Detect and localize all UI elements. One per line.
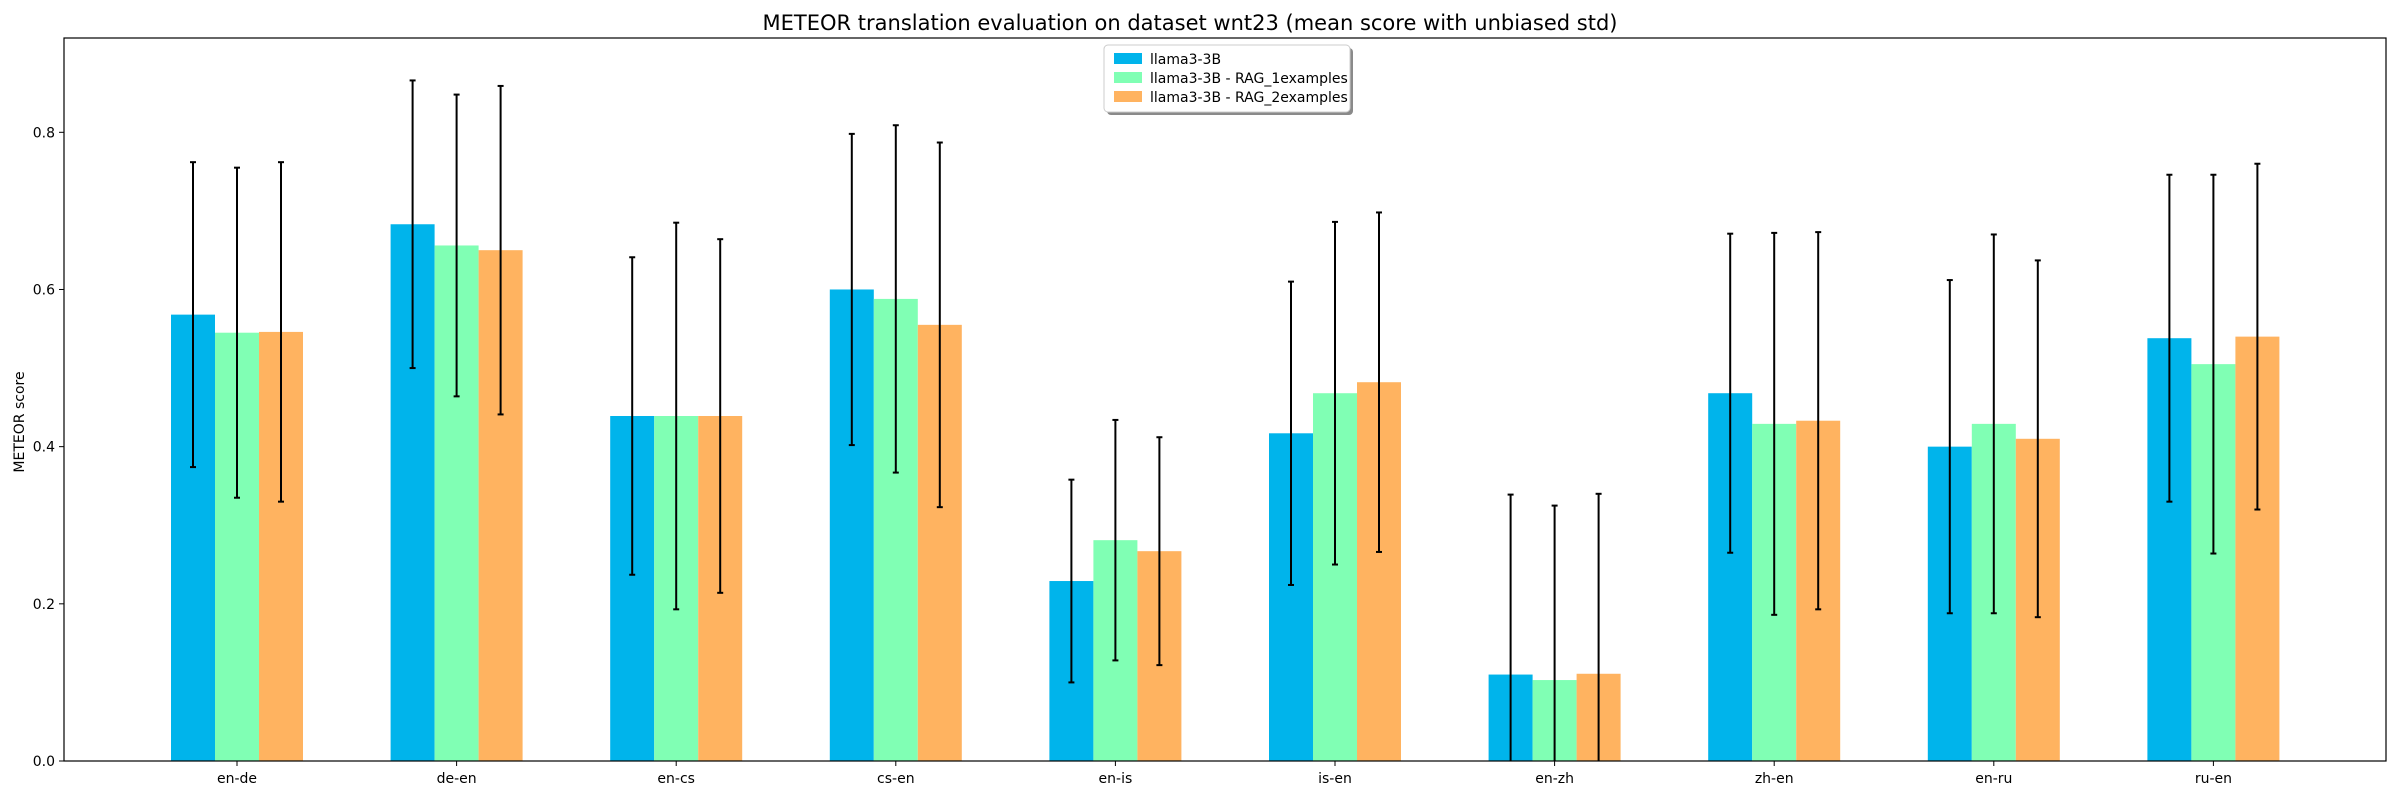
x-tick-label-de-en: de-en: [437, 771, 477, 787]
x-tick-label-ru-en: ru-en: [2195, 771, 2232, 787]
legend-swatch-3: [1114, 91, 1142, 102]
axes-layer: en-de de-en en-cs cs-en en-is is-en en-zh zh-en…: [33, 37, 2387, 787]
y-tick-label-4: 0.8: [33, 125, 55, 141]
x-tick-label-zh-en: zh-en: [1755, 771, 1794, 787]
legend-box: [1103, 44, 1351, 113]
y-tick-label-1: 0.2: [33, 597, 55, 613]
x-tick-label-en-cs: en-cs: [657, 771, 695, 787]
legend: llama3-3B llama3-3B - RAG_1examples llama3…: [1103, 44, 1353, 115]
error-bars-layer: [190, 79, 2261, 761]
legend-label-3: llama3-3B - RAG_2examples: [1150, 90, 1348, 106]
y-tick-label-3: 0.6: [33, 282, 55, 298]
x-tick-label-cs-en: cs-en: [877, 771, 915, 787]
legend-swatch-1: [1114, 53, 1142, 64]
x-tick-label-en-de: en-de: [217, 771, 257, 787]
y-tick-label-2: 0.4: [33, 440, 55, 456]
x-tick-label-is-en: is-en: [1318, 771, 1352, 787]
bars-layer: [171, 224, 2280, 762]
y-tick-label-0: 0.0: [33, 754, 55, 770]
legend-swatch-2: [1114, 72, 1142, 83]
legend-label-2: llama3-3B - RAG_1examples: [1150, 71, 1348, 87]
x-tick-label-en-zh: en-zh: [1535, 771, 1574, 787]
x-tick-label-en-ru: en-ru: [1975, 771, 2012, 787]
y-axis-label: METEOR score: [12, 371, 28, 472]
chart-title: METEOR translation evaluation on dataset…: [763, 11, 1618, 35]
plot-frame: [63, 37, 2387, 762]
legend-label-1: llama3-3B: [1150, 52, 1221, 68]
x-tick-label-en-is: en-is: [1099, 771, 1133, 787]
